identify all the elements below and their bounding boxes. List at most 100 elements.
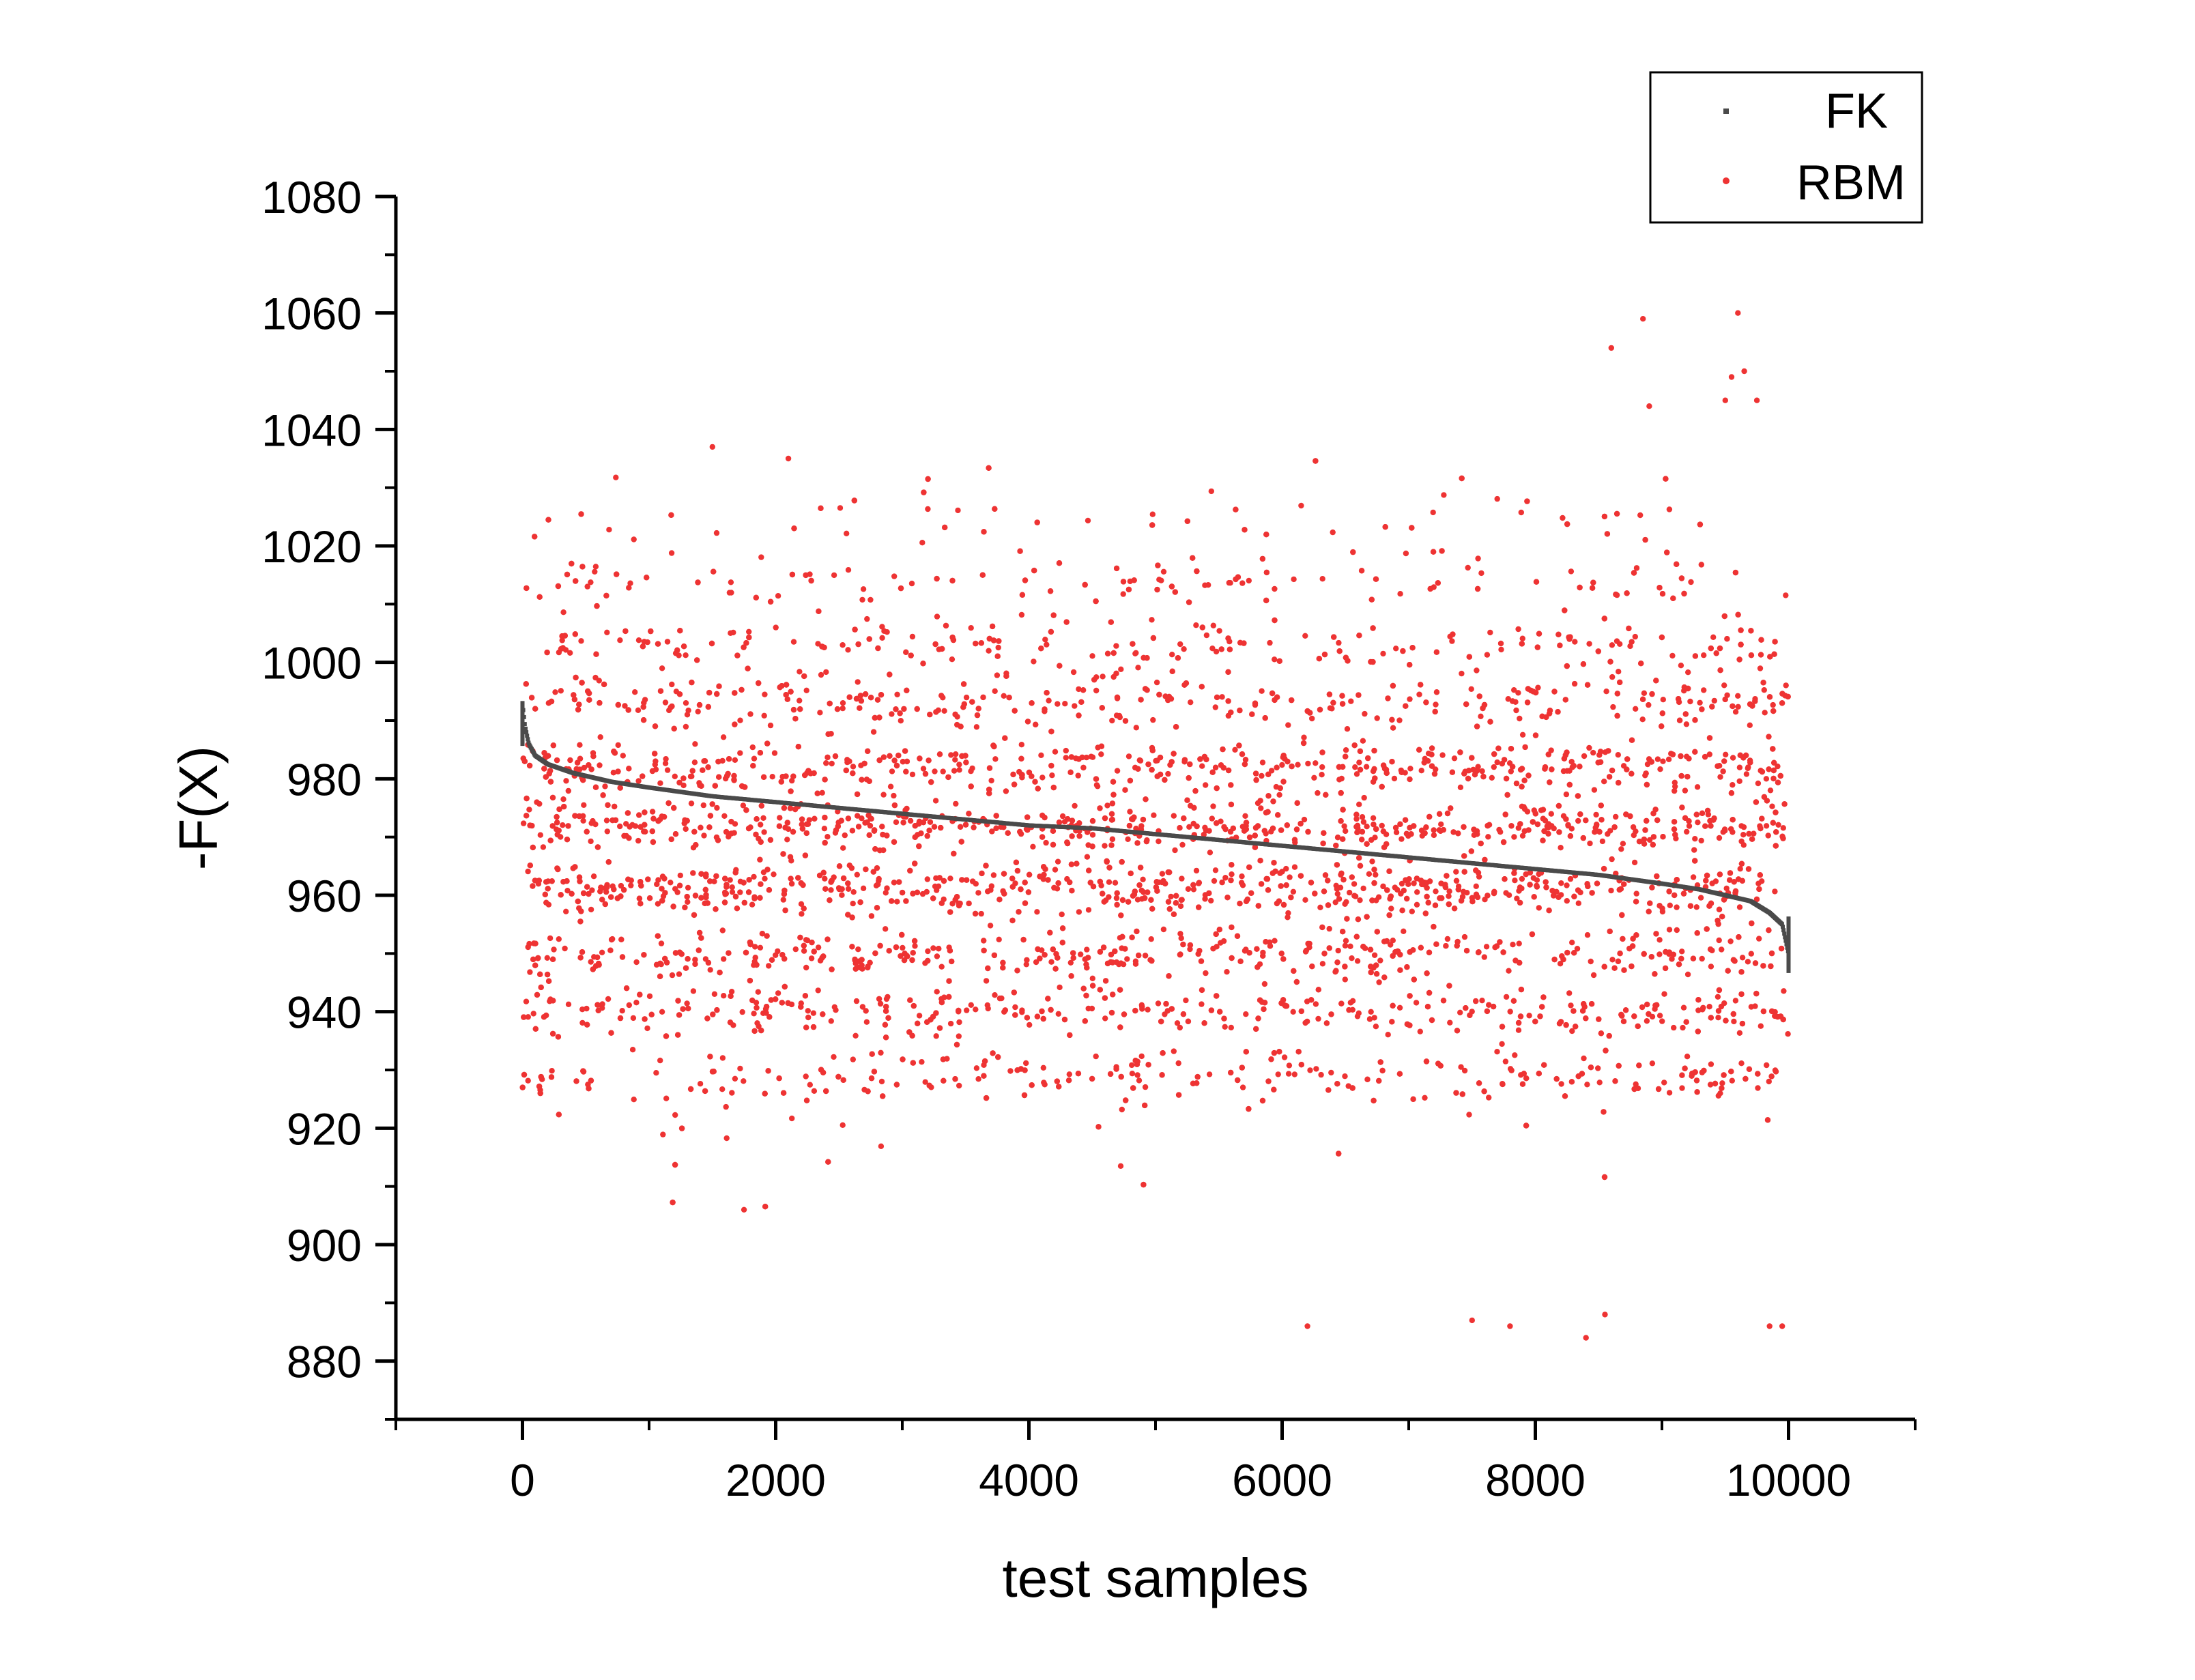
rbm-point <box>1500 1081 1506 1088</box>
rbm-point <box>1459 670 1465 677</box>
rbm-point <box>573 578 579 584</box>
rbm-point <box>1499 1041 1505 1047</box>
rbm-point <box>852 1032 859 1039</box>
rbm-point <box>872 846 878 852</box>
rbm-point <box>579 564 586 570</box>
rbm-point <box>1544 823 1551 830</box>
rbm-point <box>1166 906 1173 912</box>
rbm-point <box>780 897 787 903</box>
rbm-point <box>776 1075 782 1082</box>
rbm-point <box>1371 747 1377 754</box>
rbm-point <box>1277 785 1283 792</box>
rbm-point <box>575 706 582 713</box>
rbm-point <box>1530 875 1536 881</box>
rbm-point <box>1676 961 1682 968</box>
rbm-point <box>1656 937 1663 943</box>
rbm-point <box>727 1019 734 1026</box>
rbm-point <box>1694 930 1700 936</box>
rbm-point <box>1068 754 1075 760</box>
rbm-point <box>1513 780 1520 787</box>
rbm-point <box>1319 961 1326 967</box>
rbm-point <box>1198 958 1205 964</box>
rbm-point <box>1746 830 1752 837</box>
rbm-point <box>981 947 987 954</box>
rbm-point <box>530 883 536 889</box>
rbm-point <box>1773 829 1779 835</box>
rbm-point <box>1740 832 1747 838</box>
rbm-point <box>1156 838 1162 845</box>
rbm-point <box>1595 648 1601 654</box>
rbm-point <box>1319 924 1325 931</box>
rbm-point <box>1611 965 1618 971</box>
rbm-point <box>1457 749 1463 755</box>
rbm-point <box>1024 719 1031 725</box>
rbm-point <box>1333 842 1339 849</box>
rbm-point <box>668 550 675 556</box>
rbm-point <box>1643 770 1649 777</box>
rbm-point <box>750 763 756 769</box>
rbm-point <box>594 954 601 961</box>
rbm-point <box>657 973 663 980</box>
rbm-point <box>1588 1065 1594 1071</box>
rbm-point <box>1110 991 1116 998</box>
rbm-point <box>1539 1004 1545 1010</box>
rbm-point <box>597 762 603 768</box>
rbm-point <box>953 800 959 807</box>
rbm-point <box>1334 835 1341 841</box>
rbm-point <box>641 828 647 835</box>
rbm-point <box>1385 1032 1391 1038</box>
rbm-point <box>1422 1095 1428 1101</box>
rbm-point <box>1479 998 1485 1004</box>
rbm-point <box>788 875 794 882</box>
rbm-point <box>698 824 704 831</box>
rbm-point <box>550 998 556 1004</box>
rbm-point <box>909 633 916 640</box>
rbm-point <box>1070 950 1076 956</box>
rbm-point <box>1564 521 1570 527</box>
rbm-point <box>850 889 857 895</box>
rbm-point <box>908 652 914 658</box>
rbm-point <box>1494 1049 1500 1055</box>
rbm-point <box>1683 721 1690 727</box>
rbm-point <box>781 955 788 962</box>
rbm-point <box>595 960 602 967</box>
rbm-point <box>1508 823 1515 829</box>
rbm-point <box>1063 755 1070 761</box>
rbm-point <box>1024 957 1030 964</box>
rbm-point <box>1431 827 1437 833</box>
rbm-point <box>1474 831 1480 837</box>
rbm-point <box>1466 1112 1472 1118</box>
rbm-point <box>1624 756 1631 762</box>
rbm-point <box>771 750 778 756</box>
rbm-point <box>1400 648 1406 654</box>
rbm-point <box>757 895 763 901</box>
rbm-point <box>1309 715 1315 722</box>
rbm-point <box>1601 964 1607 970</box>
rbm-point <box>1613 813 1619 820</box>
rbm-point <box>677 872 683 879</box>
rbm-point <box>1616 886 1622 893</box>
rbm-point <box>1577 764 1583 770</box>
rbm-point <box>1052 749 1059 755</box>
rbm-point <box>1486 1095 1492 1101</box>
rbm-point <box>941 1077 947 1084</box>
rbm-point <box>1650 834 1657 840</box>
rbm-point <box>1012 708 1018 714</box>
rbm-point <box>1293 826 1300 832</box>
rbm-point <box>1473 867 1479 873</box>
rbm-point <box>1745 765 1751 772</box>
rbm-point <box>1631 859 1638 866</box>
rbm-point <box>1288 894 1294 901</box>
rbm-point <box>886 948 892 954</box>
rbm-point <box>636 895 643 901</box>
rbm-point <box>657 688 664 694</box>
rbm-point <box>1199 987 1205 994</box>
rbm-point <box>875 645 881 652</box>
rbm-point <box>1684 828 1690 835</box>
rbm-point <box>1335 947 1341 954</box>
rbm-point <box>1207 850 1214 856</box>
rbm-point <box>1242 813 1248 820</box>
rbm-point <box>1567 833 1574 839</box>
rbm-point <box>1708 964 1715 970</box>
rbm-point <box>528 695 535 701</box>
